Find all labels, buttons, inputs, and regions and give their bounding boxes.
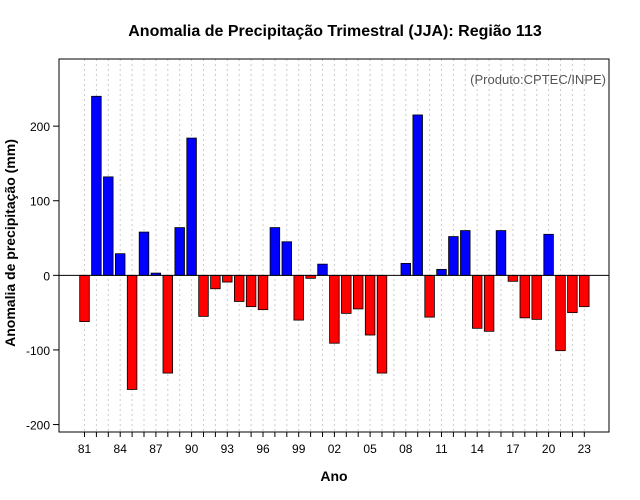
y-tick-label-0: 0	[43, 269, 50, 283]
x-tick-label-05: 05	[363, 442, 377, 456]
bar-2010	[424, 274, 435, 318]
bar-2015	[483, 274, 495, 332]
bar-2012	[448, 236, 459, 276]
bar-2011	[436, 268, 447, 276]
bar-1990	[186, 137, 197, 276]
bar-2023	[579, 274, 590, 308]
x-tick-label-96: 96	[256, 442, 270, 456]
bar-2013	[460, 230, 471, 276]
x-tick-label-14: 14	[471, 442, 485, 456]
bar-2017	[507, 274, 519, 282]
bar-2022	[567, 274, 578, 314]
bar-2014	[471, 274, 483, 329]
y-axis: -200 -100 0 100 200	[26, 120, 59, 433]
y-tick-label--200: -200	[26, 419, 50, 433]
bar-2005	[364, 274, 376, 336]
bar-1986	[138, 231, 150, 276]
bar-2019	[531, 274, 542, 320]
x-tick-label-23: 23	[578, 442, 592, 456]
x-tick-label-93: 93	[221, 442, 235, 456]
bar-1996	[257, 274, 269, 311]
bar-2006	[376, 274, 388, 374]
y-tick-label--100: -100	[26, 344, 50, 358]
bar-2004	[352, 274, 364, 310]
bar-2008	[400, 263, 412, 276]
y-tick-label-200: 200	[30, 120, 50, 134]
bar-1993	[222, 274, 233, 283]
bar-2009	[412, 114, 423, 276]
product-credit: (Produto:CPTEC/INPE)	[470, 72, 606, 87]
x-tick-label-08: 08	[399, 442, 413, 456]
x-tick-label-87: 87	[149, 442, 163, 456]
x-tick-label-02: 02	[328, 442, 342, 456]
grid-lines	[84, 59, 585, 432]
x-tick-label-17: 17	[506, 442, 520, 456]
bar-1981	[79, 274, 90, 322]
bar-2016	[495, 230, 507, 276]
bar-2001	[317, 263, 328, 276]
x-axis: 81 84 87 90 93 96 99 02 05 08 11 14 17 20 23	[78, 432, 591, 456]
x-tick-label-84: 84	[114, 442, 128, 456]
x-tick-label-81: 81	[78, 442, 92, 456]
bar-1984	[115, 253, 126, 276]
y-tick-label-100: 100	[30, 195, 50, 209]
bar-1994	[233, 274, 245, 302]
bar-1999	[293, 274, 304, 321]
bar-2021	[555, 274, 566, 352]
x-tick-label-99: 99	[292, 442, 306, 456]
bar-1985	[126, 274, 138, 390]
bar-1991	[198, 274, 209, 317]
bar-1983	[103, 176, 114, 276]
bar-1989	[174, 227, 185, 276]
bar-1995	[245, 274, 257, 308]
bar-2002	[329, 274, 340, 344]
bars-layer	[79, 95, 590, 390]
chart-title: Anomalia de Precipitação Trimestral (JJA…	[128, 23, 542, 40]
bar-1982	[91, 95, 102, 276]
y-axis-label: Anomalia de precipitação (mm)	[2, 139, 18, 347]
bar-1998	[281, 241, 293, 276]
bar-2020	[543, 233, 554, 276]
x-tick-label-90: 90	[185, 442, 199, 456]
bar-1997	[269, 227, 281, 276]
bar-2018	[519, 274, 531, 319]
bar-2003	[341, 274, 352, 314]
x-tick-label-20: 20	[542, 442, 556, 456]
bar-1992	[210, 274, 221, 290]
x-tick-label-11: 11	[435, 442, 448, 456]
bar-1988	[162, 274, 174, 374]
x-axis-label: Ano	[320, 468, 347, 484]
